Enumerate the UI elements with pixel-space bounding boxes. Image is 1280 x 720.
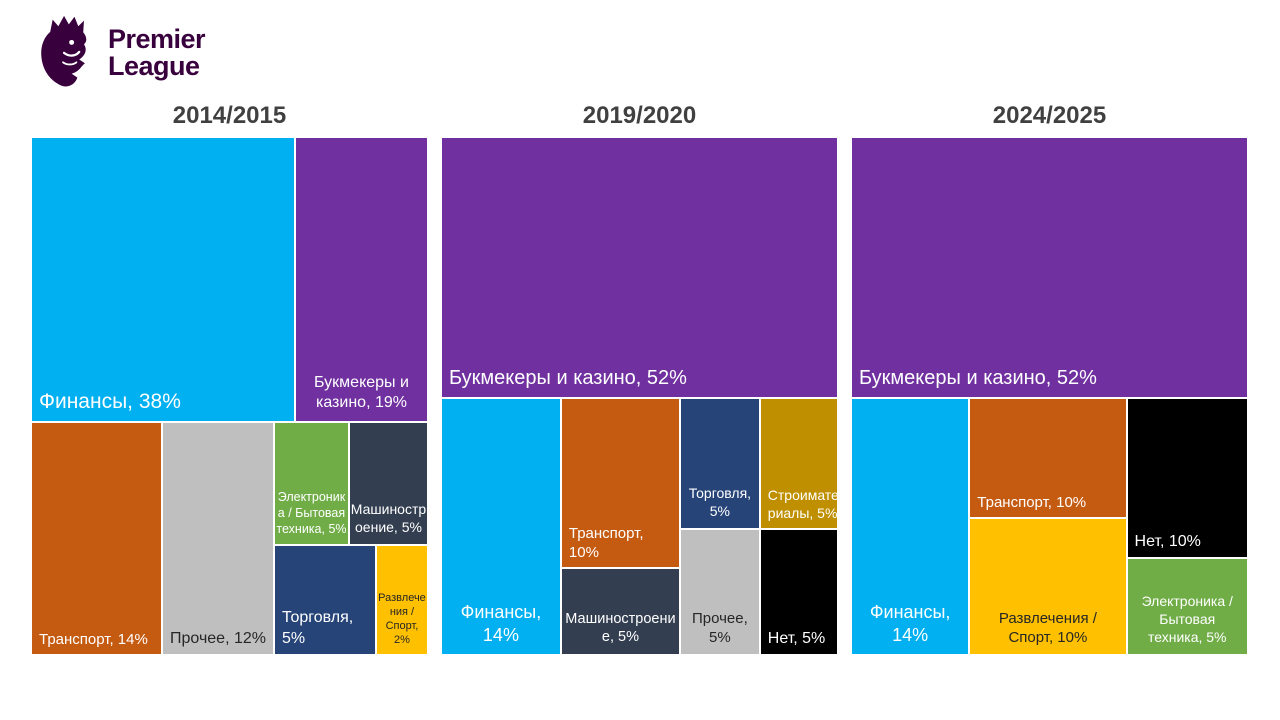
treemap-cell-label: Букмекеры и казино, 19% [314,373,409,412]
treemap-cell-label: Торговля, 5% [688,485,752,520]
treemap-chart-2019-2020: 2019/2020 Букмекеры и казино, 52% Финансы… [441,102,838,655]
treemap-cell: Транспорт, 14% [31,421,162,655]
treemap-cell-label: Финансы, 14% [460,601,542,645]
treemap-cell-label: Торговля, 5% [281,609,354,647]
treemap-cell-label: Строиматериалы, 5% [767,487,838,522]
treemap-cell: Финансы, 14% [851,398,970,655]
treemap-cell: Букмекеры и казино, 52% [441,137,838,399]
treemap-cell: Строиматериалы, 5% [759,398,838,530]
treemap-cell: Финансы, 38% [31,137,295,422]
treemap-cell-label: Развлечения / Спорт, 10% [998,609,1097,646]
treemap-cell: Транспорт, 10% [969,398,1127,519]
treemap-chart-2024-2025: 2024/2025 Букмекеры и казино, 52% Финансы… [851,102,1248,655]
treemap-cell: Торговля, 5% [273,544,376,655]
chart-title: 2024/2025 [992,102,1107,129]
treemap-cell: Машиностроение, 5% [348,421,428,545]
treemap-cell: Прочее, 5% [679,529,760,655]
treemap-charts-row: 2014/2015 Финансы, 38% Букмекеры и казино… [31,102,1249,655]
premier-league-lion-icon [34,13,96,92]
treemap-cell-label: Прочее, 12% [170,629,266,647]
treemap-chart-2014-2015: 2014/2015 Финансы, 38% Букмекеры и казино… [31,102,428,655]
logo-word-league: League [108,50,200,81]
treemap-cell-label: Финансы, 38% [39,390,181,414]
treemap-cell: Развлечения / Спорт, 2% [375,544,428,655]
chart-title: 2019/2020 [582,102,697,129]
treemap-cell-label: Транспорт, 14% [39,630,148,648]
treemap-cell-label: Финансы, 14% [869,601,951,645]
treemap-cell: Финансы, 14% [441,398,561,655]
treemap-cell-label: Электроника / Бытовая техника, 5% [276,489,347,536]
treemap-cell: Букмекеры и казино, 52% [851,137,1248,399]
logo-word-premier: Premier [108,23,206,54]
treemap-cell-label: Транспорт, 10% [977,494,1087,512]
treemap-cell: Транспорт, 10% [560,398,680,569]
treemap-cell-label: Прочее, 5% [691,609,748,646]
treemap-cell-label: Машиностроение, 5% [565,610,676,646]
treemap-cell: Электроника / Бытовая техника, 5% [1126,558,1248,655]
treemap-cell-label: Букмекеры и казино, 52% [449,367,687,390]
treemap-cell: Нет, 5% [759,529,838,655]
treemap-cell: Машиностроение, 5% [560,568,680,655]
treemap-cell-label: Развлечения / Спорт, 2% [378,591,426,646]
treemap-cell-label: Нет, 5% [767,629,826,647]
treemap-cell: Прочее, 12% [162,421,274,655]
treemap-cell: Электроника / Бытовая техника, 5% [273,421,349,545]
treemap-cell: Развлечения / Спорт, 10% [969,518,1127,655]
treemap-cell: Торговля, 5% [679,398,760,530]
treemap-2024-2025: Букмекеры и казино, 52% Финансы, 14% Транс… [851,137,1248,655]
treemap-cell-label: Машиностроение, 5% [350,500,427,535]
treemap-cell: Нет, 10% [1126,398,1248,559]
treemap-cell-label: Электроника / Бытовая техника, 5% [1141,593,1233,646]
treemap-cell: Букмекеры и казино, 19% [295,137,428,422]
treemap-cell-label: Букмекеры и казино, 52% [859,367,1097,390]
chart-title: 2014/2015 [172,102,287,129]
treemap-cell-label: Транспорт, 10% [568,525,644,562]
premier-league-logo: Premier League [34,13,206,92]
treemap-2014-2015: Финансы, 38% Букмекеры и казино, 19% Транс… [31,137,428,655]
treemap-2019-2020: Букмекеры и казино, 52% Финансы, 14% Транс… [441,137,838,655]
treemap-cell-label: Нет, 10% [1134,532,1201,550]
